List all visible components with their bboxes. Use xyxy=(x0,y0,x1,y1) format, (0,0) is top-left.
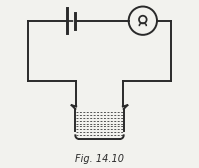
Text: Fig. 14.10: Fig. 14.10 xyxy=(75,154,124,164)
